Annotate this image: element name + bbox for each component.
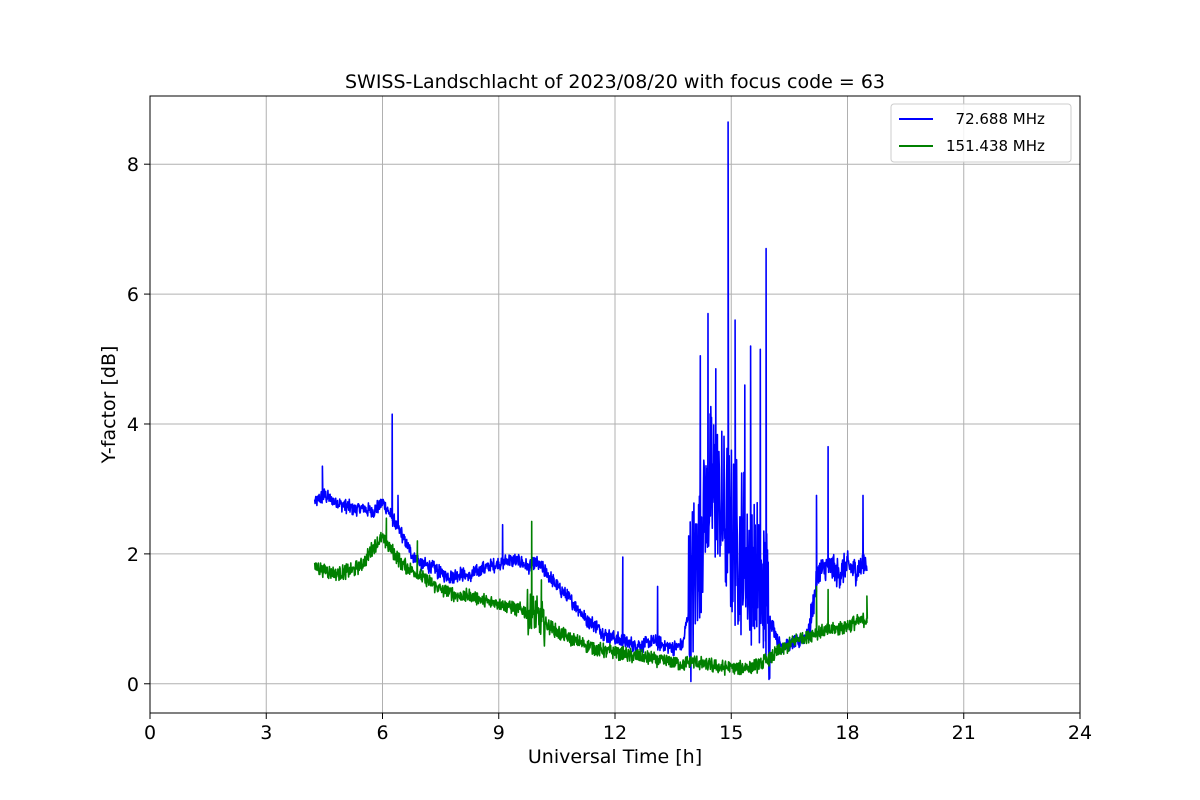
x-tick-label: 9 bbox=[493, 722, 505, 744]
legend-box bbox=[890, 103, 1072, 163]
series-line-1 bbox=[313, 121, 868, 683]
y-tick-label: 6 bbox=[127, 284, 139, 306]
y-tick-label: 4 bbox=[127, 414, 139, 436]
x-tick-label: 12 bbox=[603, 722, 627, 744]
x-tick-label: 6 bbox=[376, 722, 388, 744]
x-tick-label: 21 bbox=[952, 722, 976, 744]
x-tick-label: 24 bbox=[1068, 722, 1092, 744]
y-tick-label: 0 bbox=[127, 674, 139, 696]
x-tick-label: 18 bbox=[835, 722, 859, 744]
y-tick-label: 2 bbox=[127, 544, 139, 566]
legend-label: 72.688 MHz bbox=[946, 110, 1045, 128]
x-axis-label: Universal Time [h] bbox=[528, 746, 702, 768]
x-tick-label: 0 bbox=[144, 722, 156, 744]
series-line-2 bbox=[313, 517, 869, 676]
y-axis-label: Y-factor [dB] bbox=[98, 346, 120, 465]
legend: 72.688 MHz 151.438 MHz bbox=[890, 103, 1072, 163]
plot-lines bbox=[313, 121, 869, 683]
y-tick-label: 8 bbox=[127, 154, 139, 176]
chart-title: SWISS-Landschlacht of 2023/08/20 with fo… bbox=[345, 71, 885, 93]
x-tick-label: 15 bbox=[719, 722, 743, 744]
x-tick-label: 3 bbox=[260, 722, 272, 744]
legend-label: 151.438 MHz bbox=[946, 137, 1045, 155]
